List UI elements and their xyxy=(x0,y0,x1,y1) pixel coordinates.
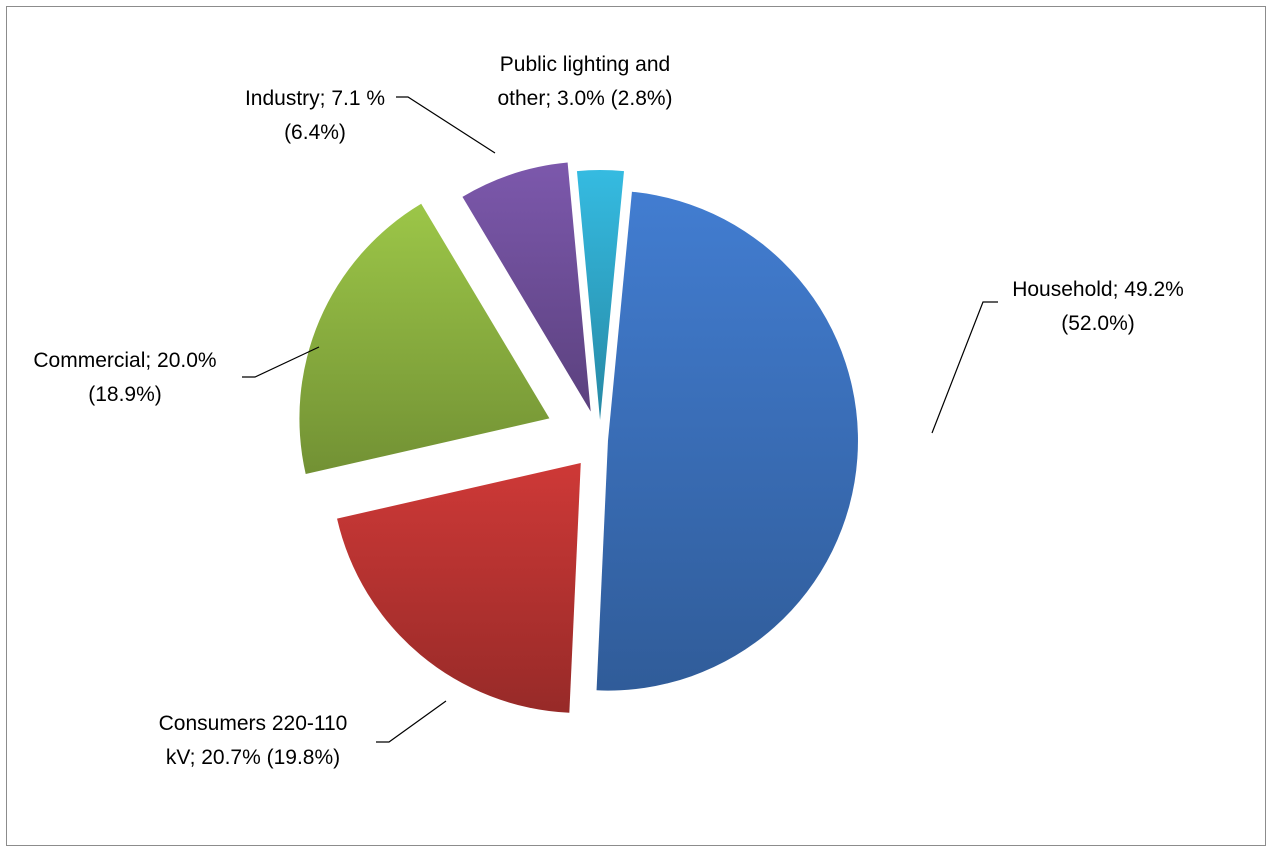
leader-line-0 xyxy=(931,301,998,434)
data-label-consumers-220-110-kv: Consumers 220-110 kV; 20.7% (19.8%) xyxy=(159,712,348,769)
data-label-household: Household; 49.2% (52.0%) xyxy=(1012,278,1184,335)
data-label-public-lighting-and-other: Public lighting and other; 3.0% (2.8%) xyxy=(497,53,672,110)
pie-slice-public-lighting-and-other xyxy=(576,170,624,421)
data-label-line: other; 3.0% (2.8%) xyxy=(497,87,672,110)
data-label-line: Public lighting and xyxy=(500,53,670,76)
data-label-line: (52.0%) xyxy=(1061,312,1135,335)
leader-line-1 xyxy=(376,700,447,743)
pie-slice-industry xyxy=(462,162,591,412)
data-label-line: (6.4%) xyxy=(284,121,346,144)
pie-slice-commercial xyxy=(299,203,550,475)
data-label-line: Commercial; 20.0% xyxy=(33,349,216,372)
data-label-line: Industry; 7.1 % xyxy=(245,87,385,110)
pie-slice-consumers-220-110-kv xyxy=(337,463,581,713)
leader-line-3 xyxy=(396,96,496,154)
data-label-line: Consumers 220-110 xyxy=(159,712,348,735)
pie-slice-household xyxy=(596,191,858,691)
data-label-line: kV; 20.7% (19.8%) xyxy=(166,746,340,769)
data-label-line: Household; 49.2% xyxy=(1012,278,1184,301)
leader-line-2 xyxy=(242,346,320,378)
data-label-commercial: Commercial; 20.0% (18.9%) xyxy=(33,349,216,406)
data-label-line: (18.9%) xyxy=(88,383,162,406)
data-label-industry: Industry; 7.1 % (6.4%) xyxy=(245,87,385,144)
